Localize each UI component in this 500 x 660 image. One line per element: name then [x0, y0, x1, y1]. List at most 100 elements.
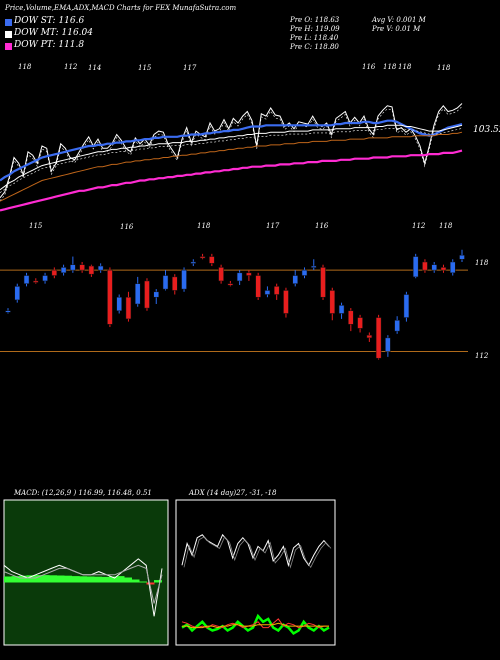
candle-body [23, 275, 30, 284]
candle-body [320, 267, 326, 298]
bottom-label: 117 [266, 222, 280, 230]
candle-body [5, 310, 11, 313]
macd-panel-frame [3, 499, 169, 646]
macd-histogram-bar [146, 582, 155, 585]
candle-body [246, 272, 252, 276]
candle-body [264, 290, 271, 295]
candle-body [329, 290, 336, 314]
candle-body [172, 276, 178, 291]
candle-body [70, 264, 76, 271]
legend-st-swatch [5, 19, 12, 26]
ema-series-line [0, 119, 463, 182]
candle-body [42, 275, 48, 282]
macd-histogram-bar [19, 575, 27, 583]
legend-pt-swatch [5, 43, 12, 50]
candle-body [97, 265, 104, 271]
last-ema-label: 103.52 [473, 125, 500, 135]
macd-histogram-bar [154, 580, 162, 583]
ema-series-shadow [0, 128, 463, 193]
adx-title: ADX (14 day)27, -31, -18 [189, 489, 277, 497]
macd-histogram-bar [26, 575, 35, 583]
candle-body [190, 261, 197, 264]
candle-body [440, 267, 447, 271]
candle-body [357, 317, 363, 329]
candle-body [366, 334, 373, 339]
ema-series-line [0, 131, 463, 202]
candle-body [422, 261, 428, 271]
macd-histogram-bar [11, 576, 20, 583]
top-label: 112 [64, 63, 78, 71]
candle-body [218, 267, 224, 282]
candle-body [431, 264, 437, 271]
candle-body [162, 275, 169, 290]
macd-series-line [3, 564, 163, 604]
macd-histogram-bar [4, 576, 12, 583]
ema-series-line [0, 124, 463, 191]
ohlc-close: Pre C: 118.80 [290, 43, 339, 51]
candle-body [255, 275, 261, 298]
avg-volume: Avg V: 0.001 M [372, 16, 426, 24]
candle-body [375, 317, 382, 359]
candle-body [60, 267, 67, 274]
macd-histogram-bar [34, 575, 42, 583]
candle-body [51, 269, 58, 276]
prev-volume: Pre V: 0.01 M [372, 25, 421, 33]
macd-histogram-bar [49, 575, 57, 583]
candle-body [301, 269, 308, 276]
adx-series-shadow [183, 536, 332, 569]
candle-body [227, 283, 234, 286]
top-label: 115 [138, 64, 152, 72]
bottom-label: 112 [412, 222, 426, 230]
macd-histogram-bar [71, 576, 80, 583]
candle-body [403, 294, 410, 318]
bottom-label: 116 [315, 222, 329, 230]
legend-mt-swatch [5, 31, 12, 38]
candle-body [181, 269, 187, 290]
candle-body [338, 305, 345, 314]
legend-pt: DOW PT: 111.8 [14, 40, 85, 50]
ema-series-line [0, 103, 463, 199]
top-label: 118 [18, 63, 32, 71]
candle-body [459, 254, 465, 260]
candle-body [79, 264, 85, 271]
candle-body [14, 286, 21, 301]
ohlc-open: Pre O: 118.63 [290, 16, 340, 24]
candle-body [283, 290, 289, 314]
candle-body [394, 320, 400, 332]
macd-histogram-bar [139, 581, 147, 583]
candle-body [412, 256, 419, 278]
macd-histogram-bar [56, 575, 65, 583]
macd-histogram-bar [64, 575, 72, 583]
top-label: 118 [383, 63, 397, 71]
legend-st: DOW ST: 116.6 [14, 16, 85, 26]
candle-body [107, 269, 113, 325]
candle-body [134, 283, 141, 305]
bottom-label: 116 [120, 223, 134, 231]
candle-body [273, 286, 280, 295]
bottom-label: 118 [197, 222, 211, 230]
macd-histogram-bar [41, 575, 50, 583]
candle-body [199, 256, 206, 259]
price-tick-118: 118 [475, 259, 489, 267]
macd-title: MACD: (12,26,9 ) 116.99, 116.48, 0.51 [14, 489, 152, 497]
ohlc-low: Pre L: 118.40 [290, 34, 339, 42]
ema-series-line [0, 149, 463, 212]
macd-histogram-bar [94, 576, 102, 583]
bottom-label: 118 [439, 222, 453, 230]
top-label: 118 [398, 63, 412, 71]
candle-body [449, 261, 456, 274]
candle-body [116, 296, 122, 312]
candle-body [153, 291, 159, 298]
price-tick-112: 112 [475, 352, 489, 360]
candle-body [125, 296, 132, 320]
candle-body [33, 280, 39, 283]
macd-histogram-bar [79, 576, 87, 583]
top-label: 118 [437, 64, 451, 72]
macd-histogram-bar [131, 579, 140, 583]
candle-body [292, 275, 298, 284]
candle-body [144, 280, 150, 309]
candle-body [348, 310, 354, 325]
top-label: 116 [362, 63, 376, 71]
macd-histogram-bar [124, 577, 132, 583]
